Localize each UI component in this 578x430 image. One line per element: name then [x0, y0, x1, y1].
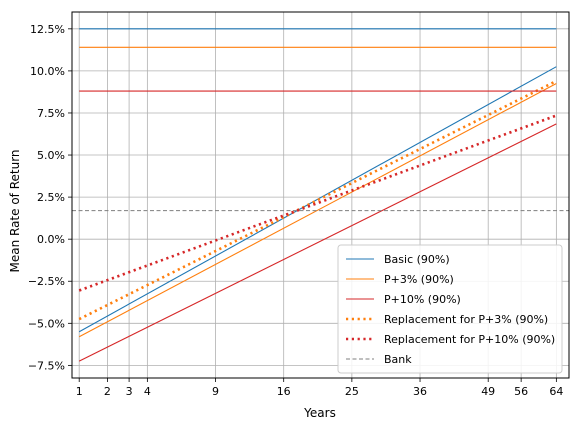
x-tick-label: 56 — [514, 385, 528, 398]
y-tick-label: −7.5% — [28, 359, 65, 372]
legend-entry-label: Basic (90%) — [384, 253, 450, 266]
legend-box — [337, 244, 563, 374]
y-tick-label: 12.5% — [30, 23, 65, 36]
x-tick-label: 49 — [481, 385, 495, 398]
series-line — [78, 83, 557, 338]
x-tick-label: 1 — [76, 385, 83, 398]
y-tick-label: 10.0% — [30, 65, 65, 78]
y-axis-label: Mean Rate of Return — [8, 149, 22, 272]
legend-entry-label: Replacement for P+10% (90%) — [384, 333, 555, 346]
legend-entry-label: Replacement for P+3% (90%) — [384, 313, 548, 326]
series-line — [78, 114, 557, 292]
y-tick-label: 5.0% — [37, 149, 65, 162]
series-lines — [72, 28, 569, 362]
y-tick-label: 7.5% — [37, 107, 65, 120]
x-tick-label: 16 — [277, 385, 291, 398]
axis-ticks: 1 2 3 4 9 16 25 36 49 56 64−7.5%−5.0%−2.5%0.0%2.5%… — [28, 23, 564, 398]
x-axis-label: Years — [303, 406, 336, 420]
x-tick-label: 25 — [345, 385, 359, 398]
x-tick-label: 2 — [104, 385, 111, 398]
series-line — [78, 79, 557, 321]
y-tick-label: −5.0% — [28, 317, 65, 330]
legend-entry-label: P+3% (90%) — [384, 273, 454, 286]
legend-entry-label: P+10% (90%) — [384, 293, 461, 306]
legend-entry-label: Bank — [384, 353, 412, 366]
x-tick-label: 3 — [126, 385, 133, 398]
x-tick-label: 9 — [212, 385, 219, 398]
series-line — [78, 123, 557, 362]
x-tick-label: 4 — [144, 385, 151, 398]
y-tick-label: −2.5% — [28, 275, 65, 288]
legend: Basic (90%) P+3% (90%) P+10% (90%) Replacem… — [337, 244, 563, 374]
x-tick-label: 64 — [549, 385, 563, 398]
plot-frame — [71, 11, 570, 379]
y-tick-label: 2.5% — [37, 191, 65, 204]
x-tick-label: 36 — [413, 385, 427, 398]
y-tick-label: 0.0% — [37, 233, 65, 246]
